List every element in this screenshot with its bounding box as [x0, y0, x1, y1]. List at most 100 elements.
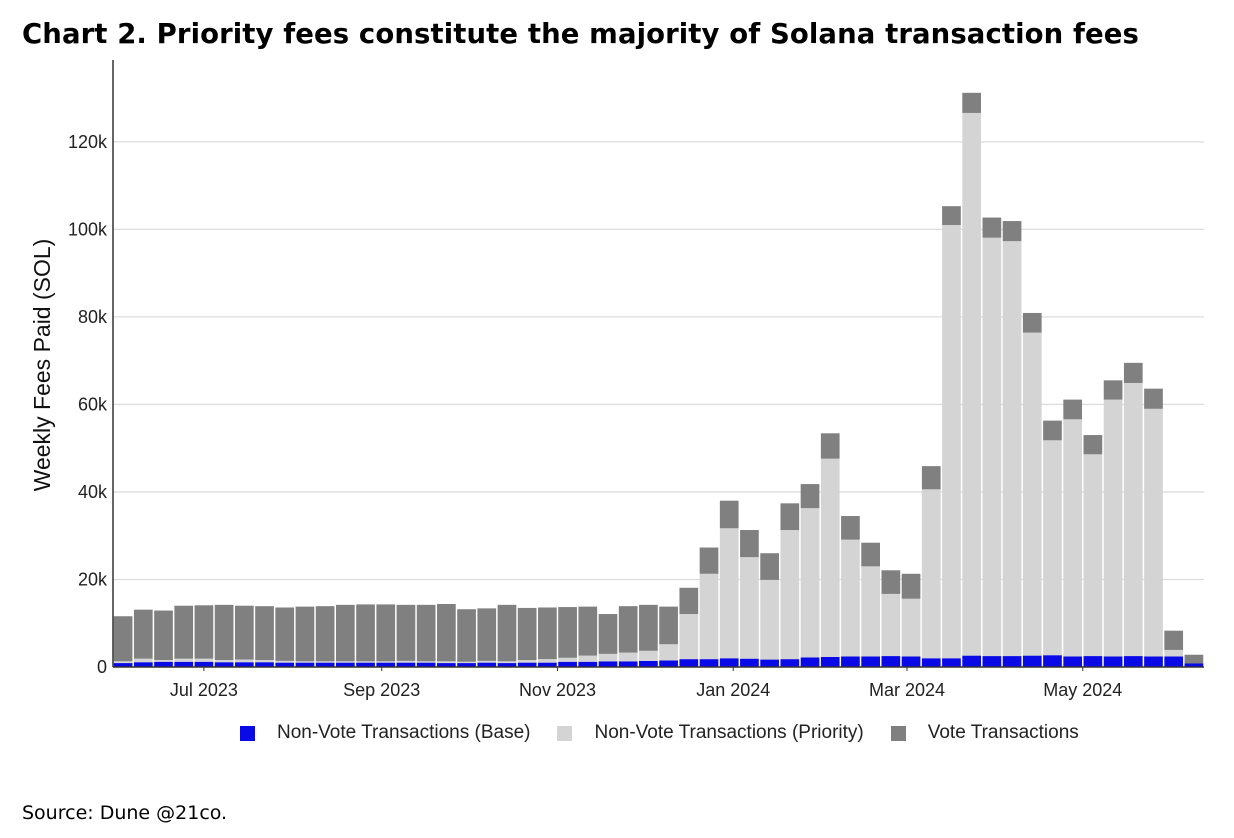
legend-label-base: Non-Vote Transactions (Base): [277, 722, 531, 743]
bar-segment-base: [477, 662, 497, 667]
y-tick-label: 0: [97, 657, 107, 677]
bar-segment-priority: [113, 661, 133, 664]
bar-segment-base: [1002, 656, 1022, 667]
bar-segment-priority: [1043, 440, 1062, 656]
bar-segment-priority: [1002, 241, 1022, 657]
bar-segment-priority: [457, 661, 476, 664]
source-note: Source: Dune @21co.: [22, 802, 228, 824]
bar-segment-priority: [214, 659, 234, 663]
bar-segment-priority: [699, 573, 719, 660]
bar-segment-vote: [679, 587, 699, 615]
bar-segment-priority: [437, 661, 456, 664]
bar-segment-vote: [881, 570, 901, 594]
bar-segment-vote: [517, 607, 537, 660]
bar-segment-priority: [942, 224, 961, 659]
bar-segment-base: [275, 662, 295, 667]
bar-segment-base: [982, 656, 1002, 667]
bar-segment-vote: [538, 607, 557, 660]
bar-segment-vote: [437, 603, 456, 662]
x-tick-label: Mar 2024: [869, 680, 945, 700]
bar-segment-base: [255, 662, 274, 667]
bar-segment-vote: [113, 616, 133, 662]
bar-segment-priority: [174, 658, 194, 662]
bar-segment-base: [376, 662, 396, 667]
bar-segment-vote: [639, 604, 658, 651]
bar-segment-base: [841, 656, 860, 667]
bar-segment-priority: [760, 579, 779, 660]
bar-segment-priority: [719, 528, 739, 659]
bar-segment-base: [921, 658, 941, 667]
bar-segment-priority: [154, 659, 173, 662]
legend-swatch-priority: [557, 725, 573, 741]
x-tick-label: Jan 2024: [696, 680, 770, 700]
bar-segment-base: [437, 663, 456, 667]
bar-segment-vote: [396, 604, 416, 661]
bar-segment-base: [639, 660, 658, 667]
bar-segment-vote: [578, 606, 598, 656]
x-tick-labels: Jul 2023 Sep 2023 Nov 2023 Jan 2024 Mar 2024…: [170, 680, 1122, 700]
bar-segment-vote: [1022, 312, 1042, 333]
x-tick-label: May 2024: [1043, 680, 1122, 700]
bar-segment-priority: [618, 652, 638, 662]
bar-segment-vote: [133, 609, 153, 659]
bar-segment-base: [517, 662, 537, 667]
bar-segment-priority: [639, 650, 658, 661]
bar-segment-vote: [1063, 399, 1083, 420]
bar-segment-base: [800, 657, 820, 667]
legend-swatch-vote: [890, 725, 906, 741]
bar-segment-vote: [558, 607, 577, 658]
bar-segment-base: [1083, 656, 1103, 667]
bar-segment-priority: [1164, 649, 1184, 657]
bar-segment-priority: [275, 660, 295, 663]
bar-segment-priority: [396, 660, 416, 663]
bar-segment-vote: [820, 433, 840, 459]
y-tick-label: 60k: [78, 394, 108, 414]
bar-segment-vote: [174, 605, 194, 659]
bar-segment-vote: [760, 553, 779, 580]
bar-segment-base: [1043, 655, 1062, 667]
bar-segment-priority: [1123, 382, 1143, 657]
bar-segment-vote: [416, 604, 436, 662]
y-tick-label: 20k: [78, 569, 108, 589]
bar-segment-base: [194, 661, 214, 667]
bar-segment-base: [719, 658, 739, 667]
bar-segment-vote: [1123, 362, 1143, 383]
bar-segment-priority: [1063, 419, 1083, 657]
bar-segment-priority: [538, 659, 557, 663]
legend-label-vote: Vote Transactions: [927, 722, 1079, 743]
bar-segment-priority: [1144, 408, 1163, 657]
y-tick-label: 40k: [78, 482, 108, 502]
bar-segment-vote: [901, 573, 921, 599]
bar-segment-vote: [1043, 420, 1062, 441]
bar-segment-vote: [497, 604, 517, 662]
bar-segment-base: [679, 659, 699, 667]
bar-segment-priority: [335, 661, 355, 663]
bar-segment-priority: [901, 598, 921, 657]
bar-segment-base: [659, 660, 678, 667]
y-tick-label: 120k: [68, 132, 108, 152]
bar-segment-base: [760, 659, 779, 667]
bar-segment-vote: [962, 92, 982, 113]
bar-segment-base: [1164, 656, 1184, 667]
bar-segment-priority: [740, 557, 759, 659]
bar-segment-priority: [578, 655, 598, 662]
bar-segment-base: [113, 663, 133, 667]
bar-segment-base: [598, 661, 618, 667]
bar-segment-vote: [1002, 221, 1022, 242]
bar-segment-base: [962, 655, 982, 667]
bar-segment-vote: [1164, 630, 1184, 650]
bar-segment-vote: [699, 547, 719, 574]
legend-item-priority: Non-Vote Transactions (Priority): [557, 722, 864, 744]
bar-segment-priority: [315, 661, 335, 663]
bar-segment-vote: [295, 606, 315, 662]
bar-segment-vote: [154, 610, 173, 660]
bar-segment-priority: [295, 661, 315, 663]
bar-segment-vote: [376, 604, 396, 662]
bar-segment-base: [174, 661, 194, 667]
bar-segment-base: [578, 661, 598, 667]
bar-segment-base: [1184, 663, 1204, 667]
axes: [112, 60, 1204, 671]
bar-segment-vote: [335, 604, 355, 662]
bar-segment-base: [1063, 656, 1083, 667]
bar-segment-priority: [497, 661, 517, 664]
